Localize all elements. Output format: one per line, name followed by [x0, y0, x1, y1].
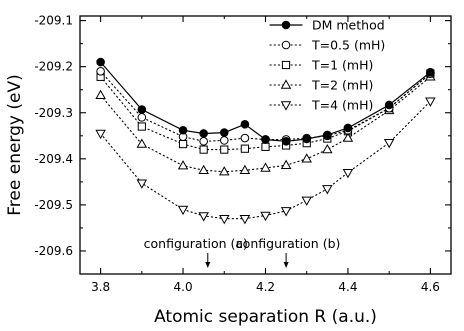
data-point	[343, 123, 353, 133]
x-tick-label: 4.2	[256, 280, 275, 294]
data-point	[198, 212, 209, 222]
data-point	[240, 133, 250, 143]
data-point	[383, 138, 395, 149]
legend-label: T=0.5 (mH)	[311, 38, 385, 53]
legend-marker	[280, 79, 292, 89]
data-point	[199, 129, 208, 138]
data-point	[136, 179, 148, 189]
data-point	[322, 143, 333, 154]
data-point	[198, 164, 209, 175]
data-point	[322, 185, 333, 195]
data-point	[137, 105, 147, 114]
series-line	[100, 76, 431, 173]
data-point	[96, 66, 105, 76]
data-point	[219, 166, 230, 176]
data-point	[137, 122, 146, 131]
data-point	[261, 142, 270, 151]
legend-marker	[280, 101, 292, 111]
data-point	[219, 128, 229, 137]
data-point	[199, 137, 208, 146]
data-point	[342, 168, 354, 179]
legend-marker	[281, 60, 291, 70]
data-point	[302, 134, 312, 144]
data-point	[261, 135, 270, 144]
data-point	[219, 215, 230, 225]
x-tick-label: 4.0	[174, 280, 193, 294]
data-point	[280, 159, 292, 169]
data-point	[219, 136, 229, 145]
annotation-label: configuration (a)	[144, 236, 248, 251]
data-point	[323, 130, 332, 140]
data-point	[136, 138, 148, 148]
data-point	[240, 119, 250, 129]
data-point	[301, 153, 312, 163]
axis-ticks: 3.8 4.0 4.2 4.4 4.6 -209.1 -209.2 -209.3 -209.4 -…	[34, 14, 451, 294]
data-point	[281, 137, 291, 146]
data-point	[199, 145, 208, 154]
data-point	[260, 211, 271, 222]
data-point	[239, 215, 251, 225]
y-tick-label: -209.3	[34, 106, 73, 120]
data-point	[95, 89, 106, 99]
legend-label: T=2 (mH)	[311, 78, 373, 93]
annotations: configuration (a)configuration (b)	[144, 236, 341, 268]
legend-marker	[281, 40, 291, 50]
data-point	[177, 205, 189, 216]
x-tick-label: 4.4	[338, 280, 357, 294]
series-line	[100, 100, 431, 220]
data-point	[177, 160, 189, 170]
legend-label: DM method	[312, 18, 385, 33]
x-tick-label: 3.8	[91, 280, 110, 294]
data-point	[178, 139, 188, 149]
data-point	[260, 162, 271, 172]
data-point	[280, 207, 292, 217]
y-tick-label: -209.1	[34, 14, 73, 28]
annotation-arrow-head	[205, 262, 211, 268]
data-point	[178, 125, 188, 135]
y-axis-label: Free energy (eV)	[5, 74, 25, 215]
data-point	[137, 113, 147, 122]
data-point	[96, 57, 105, 67]
legend: DM method T=0.5 (mH) T=1 (mH) T=2 (mH) T=4 (…	[269, 18, 385, 113]
y-tick-label: -209.6	[34, 244, 73, 258]
data-point	[426, 67, 435, 77]
data-point	[342, 132, 354, 142]
data-point	[95, 129, 106, 140]
x-axis-label: Atomic separation R (a.u.)	[154, 307, 377, 327]
data-point	[384, 100, 394, 110]
legend-label: T=4 (mH)	[311, 98, 373, 113]
series-line	[99, 61, 431, 142]
series-line	[100, 70, 431, 142]
data-point	[220, 145, 229, 154]
data-point	[425, 97, 436, 107]
plot-series	[95, 57, 436, 225]
legend-label: T=1 (mH)	[311, 58, 373, 73]
x-tick-label: 4.6	[421, 280, 440, 294]
data-point	[239, 164, 251, 175]
data-point	[240, 144, 249, 153]
legend-marker	[281, 20, 291, 30]
annotation-arrow-head	[283, 262, 289, 268]
data-point	[301, 196, 312, 206]
y-tick-label: -209.5	[34, 198, 73, 212]
y-tick-label: -209.2	[34, 60, 73, 74]
y-tick-label: -209.4	[34, 152, 73, 166]
annotation-label: configuration (b)	[236, 236, 341, 251]
